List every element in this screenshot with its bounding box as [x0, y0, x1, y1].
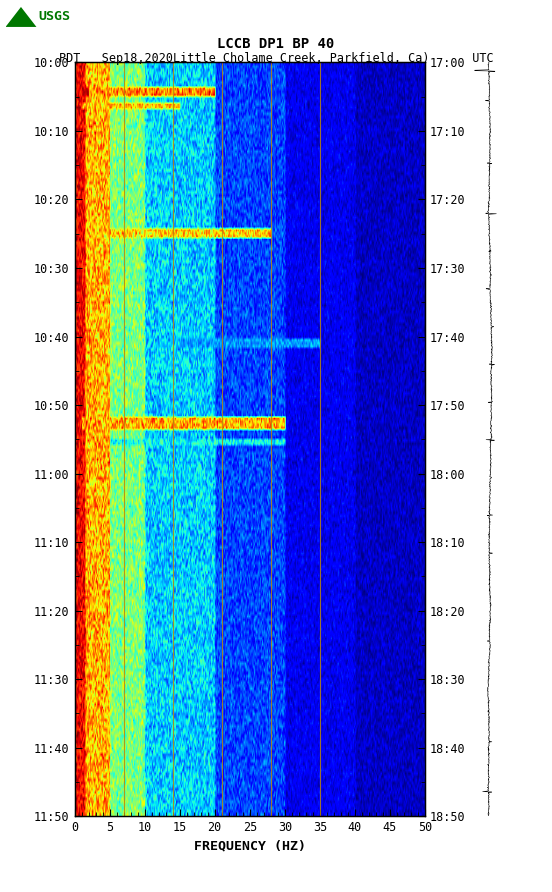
Text: USGS: USGS: [39, 11, 71, 23]
Text: LCCB DP1 BP 40: LCCB DP1 BP 40: [217, 37, 335, 52]
Text: PDT   Sep18,2020Little Cholame Creek, Parkfield, Ca)      UTC: PDT Sep18,2020Little Cholame Creek, Park…: [59, 52, 493, 65]
X-axis label: FREQUENCY (HZ): FREQUENCY (HZ): [194, 839, 306, 853]
Polygon shape: [6, 7, 36, 27]
